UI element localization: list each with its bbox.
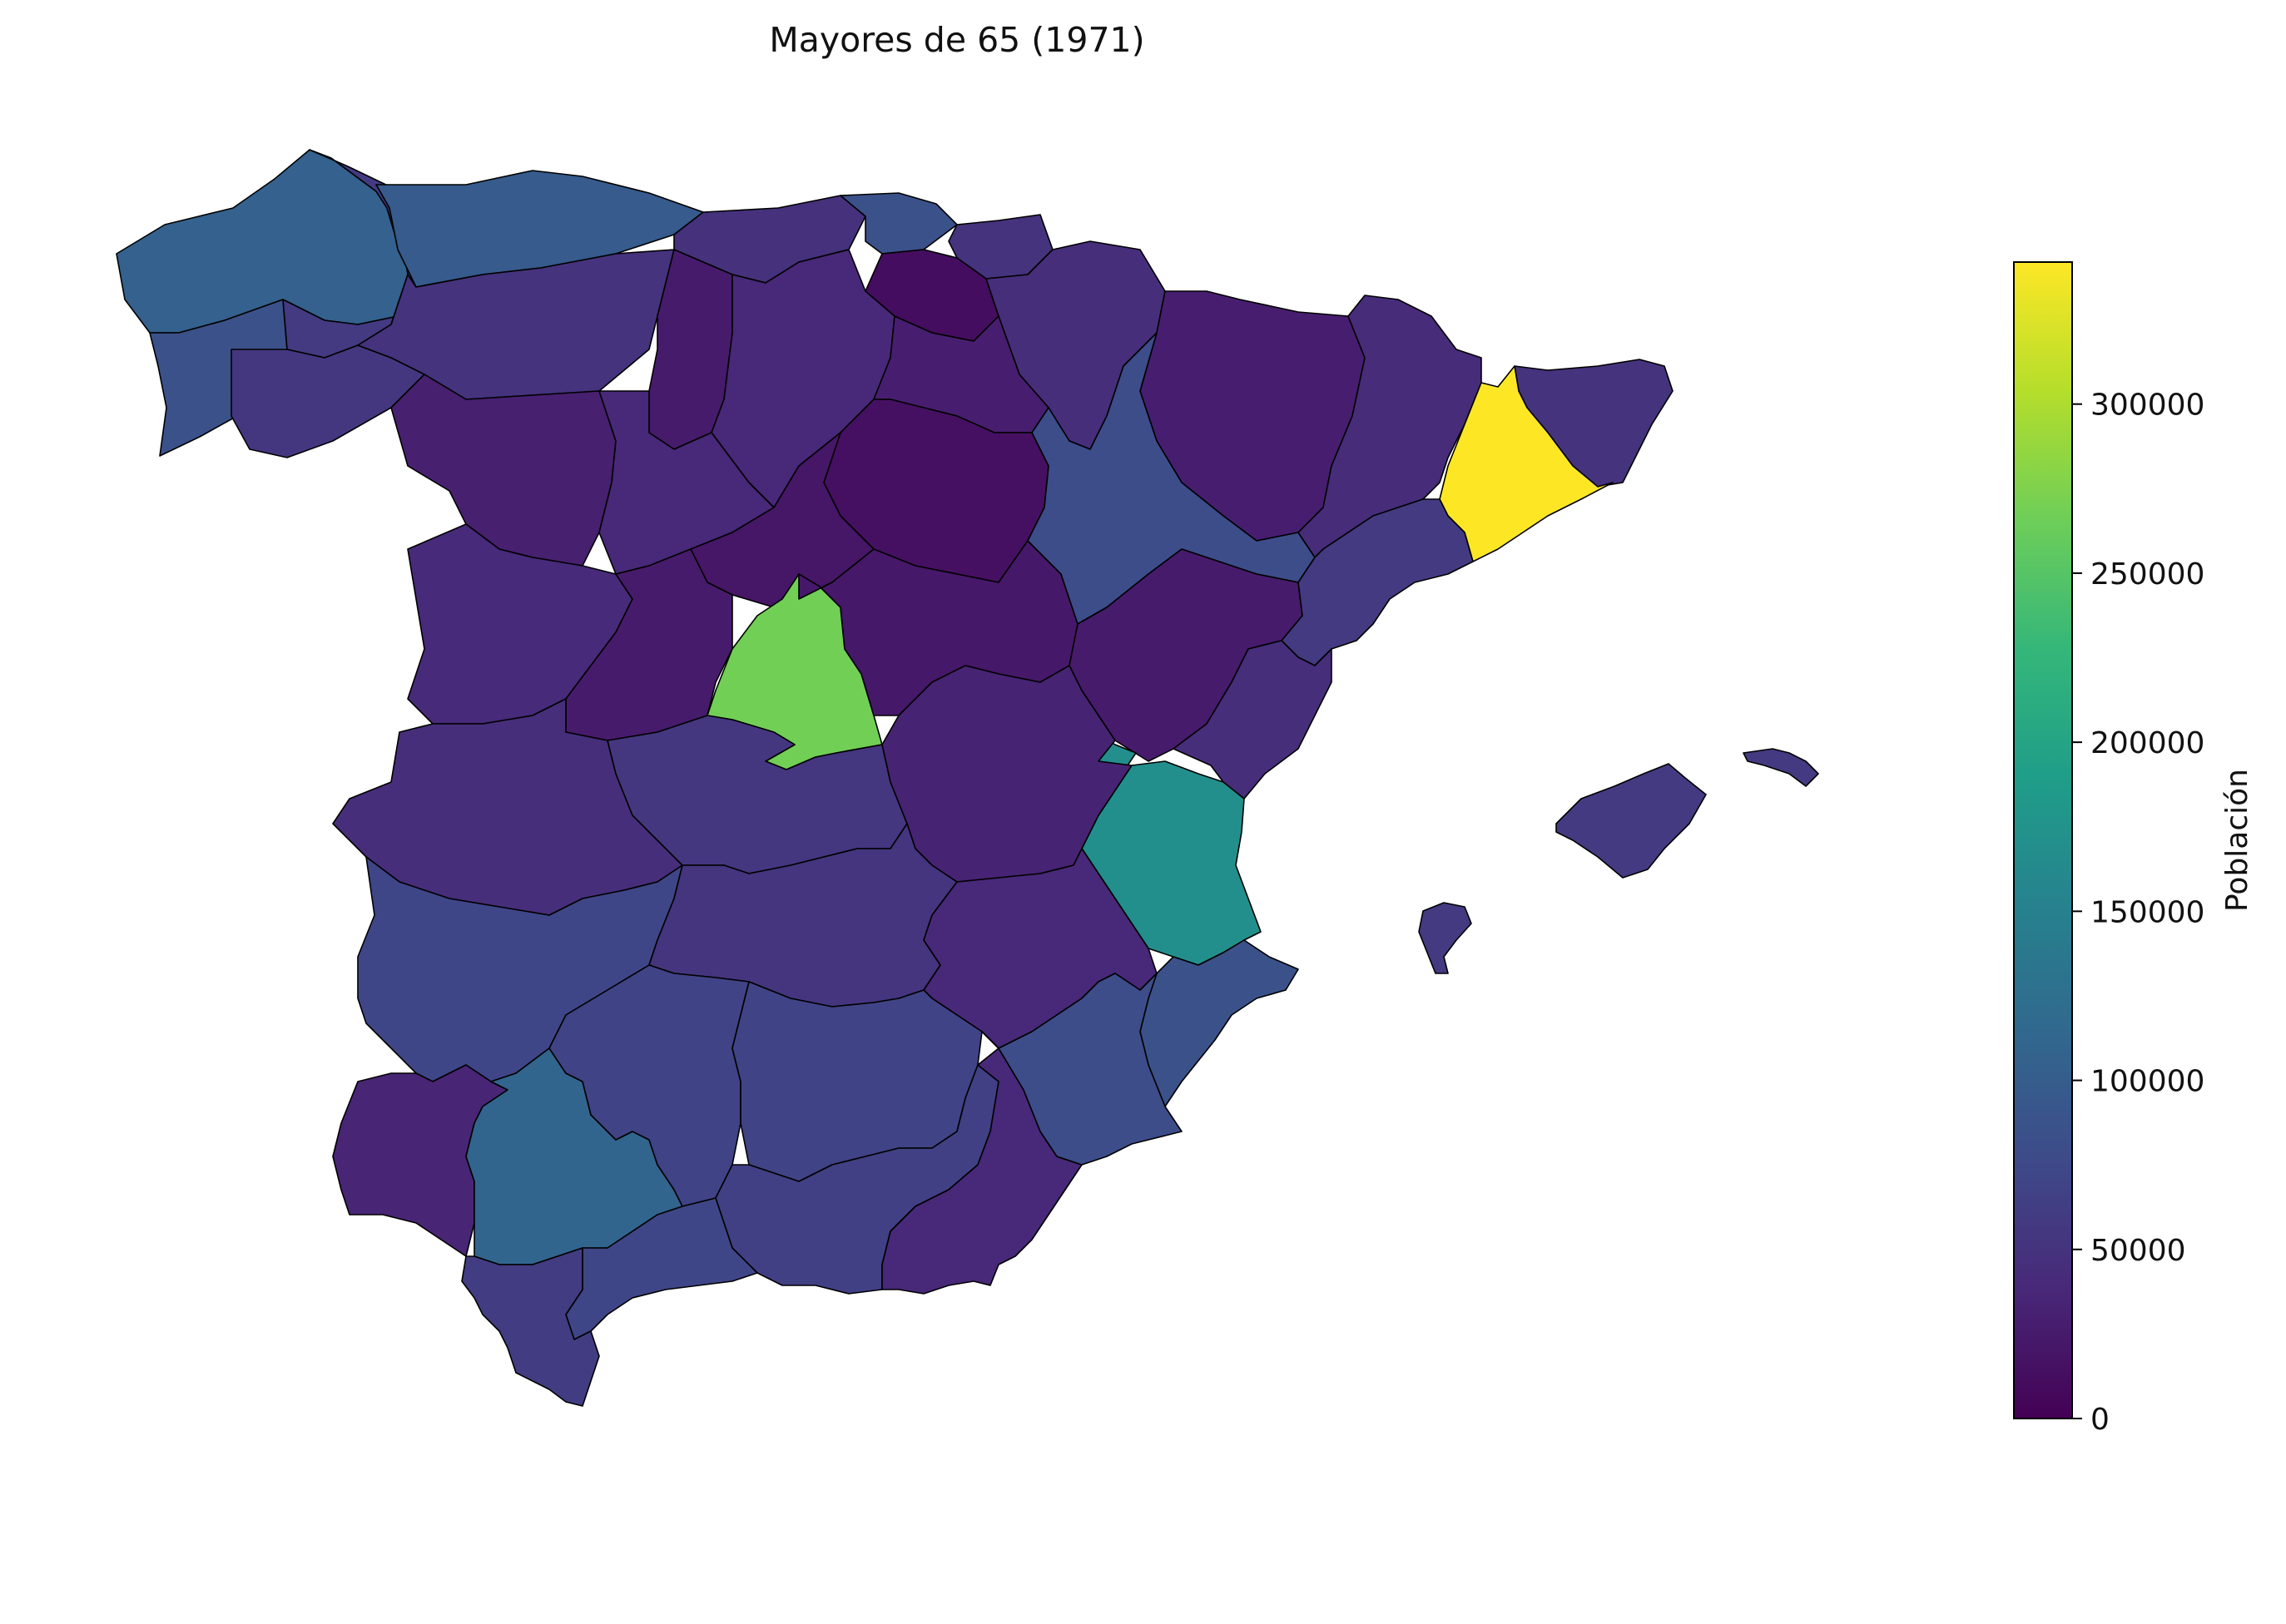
region-murcia[interactable] — [981, 973, 1183, 1166]
region-castellon[interactable] — [1173, 640, 1332, 800]
province-regions — [116, 149, 1819, 1407]
region-cadiz[interactable] — [461, 1247, 600, 1407]
colorbar-tick-label: 0 — [2090, 1403, 2110, 1437]
region-ourense[interactable] — [231, 344, 425, 458]
colorbar-label: Población — [2220, 769, 2254, 912]
colorbar-tick-label: 100000 — [2090, 1065, 2204, 1099]
colorbar-tick-label: 300000 — [2090, 389, 2204, 423]
map-title: Mayores de 65 (1971) — [769, 20, 1145, 60]
colorbar-tick-label: 150000 — [2090, 895, 2204, 929]
colorbar-tick-label: 200000 — [2090, 726, 2204, 760]
colorbar-gradient — [2013, 261, 2073, 1419]
region-ibiza[interactable] — [1418, 902, 1472, 974]
region-tarragona[interactable] — [1281, 498, 1474, 666]
colorbar-ticks: 0 50000 100000 150000 200000 250000 300000 — [2072, 389, 2204, 1437]
region-asturias[interactable] — [375, 170, 704, 288]
region-mallorca[interactable] — [1555, 763, 1707, 879]
colorbar-tick-label: 50000 — [2090, 1234, 2186, 1268]
region-zamora[interactable] — [390, 374, 617, 567]
colorbar-tick-label: 250000 — [2090, 557, 2204, 592]
colorbar: 0 50000 100000 150000 200000 250000 300000 Pob… — [2013, 261, 2254, 1437]
region-alicante[interactable] — [1139, 939, 1299, 1107]
region-menorca[interactable] — [1743, 748, 1819, 787]
